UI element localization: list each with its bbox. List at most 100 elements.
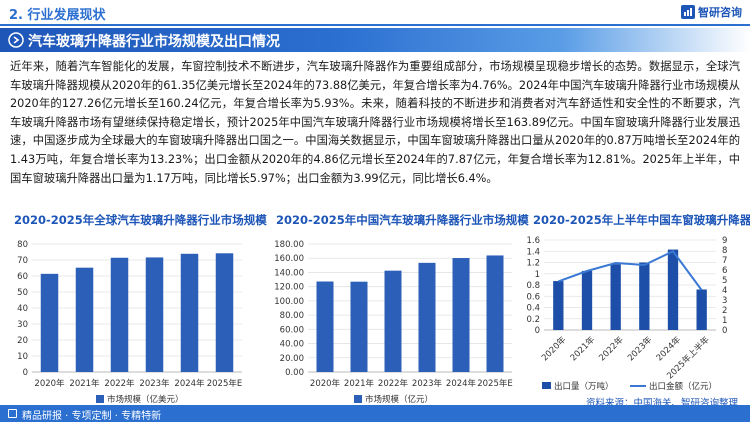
x-tick-label: 2024年 xyxy=(446,378,477,389)
bar xyxy=(610,264,621,330)
bar xyxy=(384,270,402,372)
body-paragraph: 近年来，随着汽车智能化的发展，车窗控制技术不断进步，汽车玻璃升降器作为重要组成部… xyxy=(10,60,740,185)
section-title: 2. 行业发展现状 xyxy=(9,8,106,23)
legend-swatch xyxy=(96,395,104,403)
bar xyxy=(180,253,199,372)
x-tick-label: 2020年 xyxy=(310,378,341,389)
bar xyxy=(75,267,94,372)
x-tick-label: 2025年E xyxy=(207,378,243,389)
banner-arrow-icon xyxy=(8,32,24,48)
bar xyxy=(639,262,650,330)
y-tick-label: 20 xyxy=(17,336,28,346)
y-tick-label: 100.00 xyxy=(274,297,304,307)
y-tick-label: 20.00 xyxy=(280,354,304,364)
x-tick-label: 2022年 xyxy=(104,378,135,389)
legend-swatch xyxy=(354,395,362,403)
x-tick-label: 2024年 xyxy=(654,334,683,363)
legend-label: 市场规模（亿元） xyxy=(365,394,433,404)
bar xyxy=(350,281,368,372)
legend-label-line: 出口金额（亿元） xyxy=(649,381,717,392)
y-tick-label: 60.00 xyxy=(280,325,304,335)
x-tick-label: 2024年 xyxy=(174,378,205,389)
x-tick-label: 2021年 xyxy=(568,334,597,363)
y-tick-label-left: 0.2 xyxy=(526,315,540,325)
y-tick-label: 40 xyxy=(17,304,28,314)
y-tick-label-right: 9 xyxy=(722,236,727,246)
y-tick-label-left: 1.2 xyxy=(526,259,540,269)
y-tick-label-left: 1 xyxy=(535,270,540,280)
bar xyxy=(696,289,707,330)
y-tick-label: 120.00 xyxy=(274,283,304,293)
footer-text: 精品研报 · 专项定制 · 专精特新 xyxy=(22,411,162,422)
y-tick-label-left: 1.4 xyxy=(526,247,540,257)
x-tick-label: 2023年 xyxy=(139,378,170,389)
y-tick-label: 160.00 xyxy=(274,254,304,264)
series-line xyxy=(557,250,703,291)
y-tick-label: 140.00 xyxy=(274,268,304,278)
y-tick-label-left: 1.6 xyxy=(526,236,540,246)
y-tick-label: 0 xyxy=(23,368,28,378)
y-tick-label: 60 xyxy=(17,272,28,282)
footer-square-icon xyxy=(8,409,17,418)
y-tick-label-right: 5 xyxy=(722,276,727,286)
footer-bar: 精品研报 · 专项定制 · 专精特新 xyxy=(0,405,750,422)
x-tick-label: 2023年 xyxy=(625,334,654,363)
y-tick-label-right: 7 xyxy=(722,256,727,266)
chart-title-export: 2020-2025年上半年中国车窗玻璃升降器出口 xyxy=(533,213,750,227)
x-tick-label: 2021年 xyxy=(344,378,375,389)
x-tick-label: 2025年E xyxy=(477,378,513,389)
legend-swatch-bar xyxy=(542,382,551,389)
bar xyxy=(581,270,593,330)
banner-title: 汽车玻璃升降器行业市场规模及出口情况 xyxy=(28,34,280,50)
y-tick-label: 10 xyxy=(17,352,28,362)
chart-title-global: 2020-2025年全球汽车玻璃升降器行业市场规模 xyxy=(14,213,267,227)
bar xyxy=(316,281,334,372)
y-tick-label: 80 xyxy=(17,240,28,250)
x-tick-label: 2020年 xyxy=(34,378,65,389)
y-tick-label-right: 0 xyxy=(722,326,727,336)
y-tick-label-right: 3 xyxy=(722,296,727,306)
y-tick-label: 50 xyxy=(17,288,28,298)
bar xyxy=(418,262,436,372)
bar xyxy=(215,253,234,372)
legend-label: 市场规模（亿美元） xyxy=(107,394,184,404)
y-tick-label: 0.00 xyxy=(285,368,304,378)
header-divider xyxy=(0,24,750,26)
y-tick-label-right: 8 xyxy=(722,246,727,256)
y-tick-label-right: 6 xyxy=(722,266,727,276)
bar xyxy=(667,249,679,330)
legend-label-bar: 出口量（万吨） xyxy=(554,381,614,392)
chart-title-china: 2020-2025年中国汽车玻璃升降器行业市场规模 xyxy=(276,213,529,227)
x-tick-label: 2021年 xyxy=(69,378,100,389)
y-tick-label-right: 1 xyxy=(722,316,727,326)
chart-global-market: 0 10 20 30 40 50 60 70 80 2020年 2021年 2022年 2023年 202… xyxy=(17,240,243,404)
y-tick-label-right: 4 xyxy=(722,286,727,296)
bar xyxy=(145,257,164,372)
bar xyxy=(110,257,129,372)
y-tick-label: 180.00 xyxy=(274,240,304,250)
y-tick-label-right: 2 xyxy=(722,306,727,316)
chart-china-market: 0.00 20.00 40.00 60.00 80.00 100.00 120.00 140.… xyxy=(274,240,513,404)
y-tick-label-left: 0.6 xyxy=(526,292,540,302)
y-tick-label: 80.00 xyxy=(280,311,304,321)
y-tick-label-left: 0.8 xyxy=(526,281,540,291)
y-tick-label-left: 0 xyxy=(535,326,540,336)
y-tick-label: 70 xyxy=(17,256,28,266)
bar xyxy=(486,255,504,372)
bar xyxy=(452,258,470,372)
logo-icon xyxy=(681,5,695,19)
bar xyxy=(40,273,59,372)
bar xyxy=(553,281,564,330)
x-tick-label: 2022年 xyxy=(378,378,409,389)
brand-logo[interactable]: 智研咨询 xyxy=(681,3,742,21)
x-tick-label: 2020年 xyxy=(539,334,568,363)
section-banner: 汽车玻璃升降器行业市场规模及出口情况 xyxy=(0,28,750,52)
source-note: 资料来源：中国海关、智研咨询整理 xyxy=(585,398,738,409)
x-tick-label: 2023年 xyxy=(412,378,443,389)
y-tick-label-left: 0.4 xyxy=(526,304,540,314)
y-tick-label: 30 xyxy=(17,320,28,330)
y-tick-label: 40.00 xyxy=(280,340,304,350)
logo-text: 智研咨询 xyxy=(698,6,742,19)
